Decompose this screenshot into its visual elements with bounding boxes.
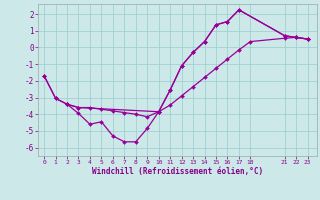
X-axis label: Windchill (Refroidissement éolien,°C): Windchill (Refroidissement éolien,°C) bbox=[92, 167, 263, 176]
